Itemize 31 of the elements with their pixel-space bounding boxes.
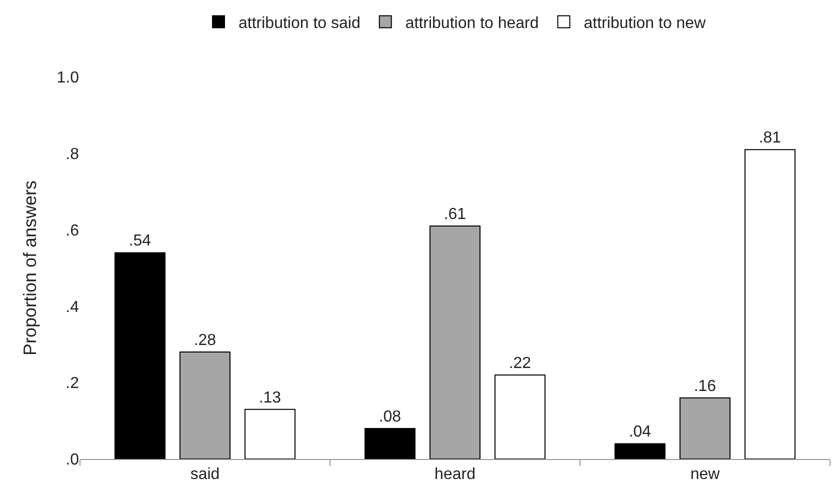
data-label: .61 bbox=[444, 206, 466, 223]
bar bbox=[244, 408, 296, 459]
y-tick-label: .0 bbox=[66, 452, 80, 469]
y-axis-title: Proportion of answers bbox=[20, 180, 40, 356]
bar bbox=[614, 443, 666, 459]
data-label: .54 bbox=[128, 232, 152, 250]
bar bbox=[680, 397, 730, 459]
data-label: .22 bbox=[508, 354, 532, 372]
data-label: .08 bbox=[378, 408, 402, 426]
bar bbox=[114, 252, 166, 459]
legend-label: attribution to said bbox=[238, 14, 360, 32]
x-tick-label: heard bbox=[434, 466, 476, 484]
bar bbox=[430, 225, 480, 459]
data-label: .16 bbox=[694, 378, 716, 395]
y-tick-label: .8 bbox=[66, 146, 80, 163]
bar bbox=[364, 428, 416, 459]
legend-label: attribution to new bbox=[584, 14, 706, 32]
data-label: .81 bbox=[758, 130, 782, 147]
x-tick-label: said bbox=[190, 466, 220, 484]
data-label: .04 bbox=[628, 424, 652, 441]
data-label: .13 bbox=[258, 389, 282, 406]
legend-label: attribution to heard bbox=[405, 14, 539, 32]
bar bbox=[744, 149, 796, 459]
bar bbox=[494, 374, 546, 459]
bar bbox=[180, 352, 230, 459]
y-tick-label: .6 bbox=[66, 222, 80, 240]
y-tick-label: .4 bbox=[66, 298, 80, 316]
y-tick-label: .2 bbox=[66, 375, 80, 392]
y-tick-label: 1.0 bbox=[56, 70, 80, 87]
data-label: .28 bbox=[194, 332, 216, 350]
x-tick-label: new bbox=[690, 466, 720, 484]
